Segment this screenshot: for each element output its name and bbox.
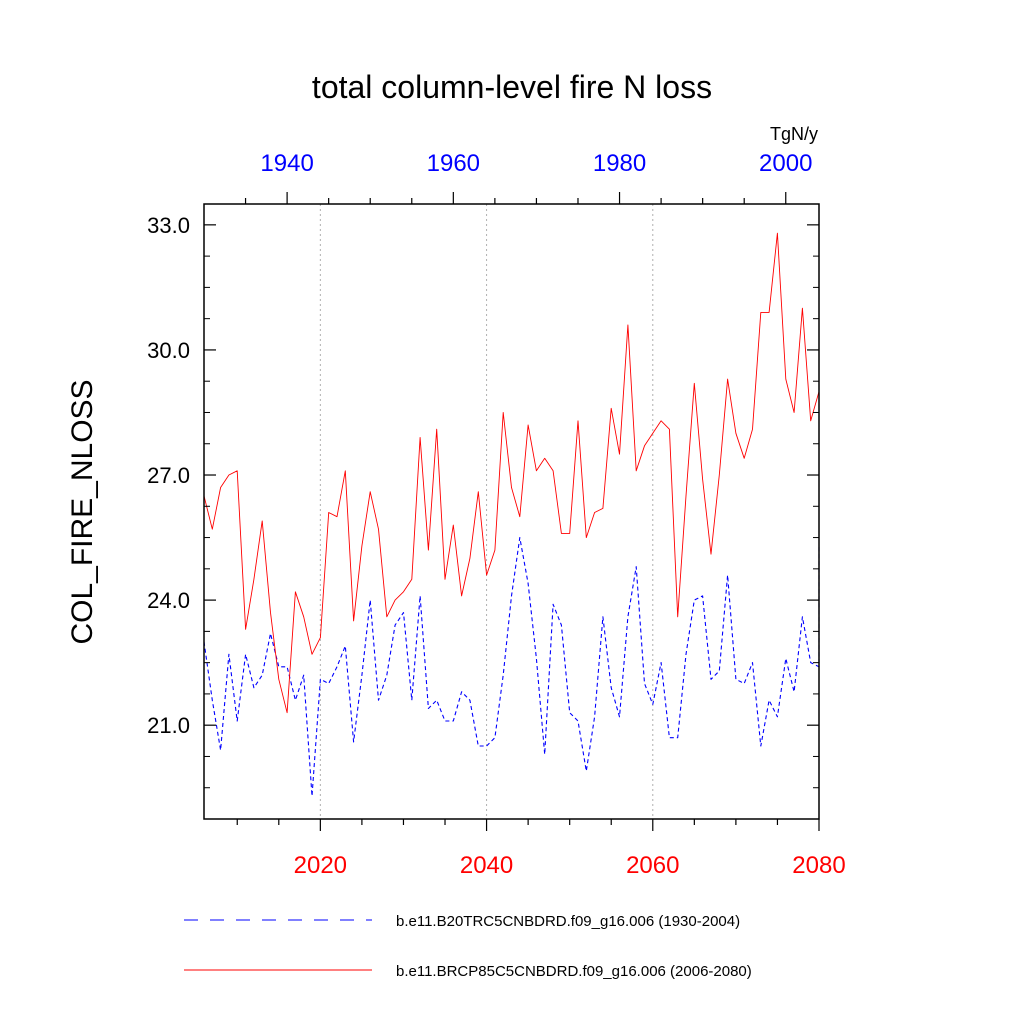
top-tick-label: 1980 <box>593 150 646 177</box>
chart-title: total column-level fire N loss <box>312 69 712 105</box>
top-tick-label: 1940 <box>260 150 313 177</box>
series-line-1 <box>203 537 820 797</box>
top-tick-label: 1960 <box>427 150 480 177</box>
grid-lines <box>319 204 654 819</box>
bottom-tick-label: 2060 <box>626 852 679 879</box>
bottom-tick-label: 2040 <box>460 852 513 879</box>
top-tick-label: 2000 <box>759 150 812 177</box>
bottom-tick-label: 2080 <box>792 852 845 879</box>
legend-label-2: b.e11.BRCP85C5CNBDRD.f09_g16.006 (2006-2… <box>396 963 752 980</box>
series-line-2 <box>203 232 820 714</box>
series-layer <box>203 232 820 797</box>
y-tick-label: 33.0 <box>147 213 190 238</box>
plot-frame <box>203 203 820 820</box>
bottom-tick-label: 2020 <box>294 852 347 879</box>
legend-label-1: b.e11.B20TRC5CNBDRD.f09_g16.006 (1930-20… <box>396 913 740 930</box>
axis-ticks: 21.0 24.0 27.0 30.0 33.0 1940 1960 1980 2000 2020… <box>147 150 846 879</box>
y-tick-label: 21.0 <box>147 713 190 738</box>
y-axis-label: COL_FIRE_NLOSS <box>66 379 99 644</box>
y-tick-label: 30.0 <box>147 338 190 363</box>
y-tick-label: 24.0 <box>147 588 190 613</box>
units-label: TgN/y <box>770 124 818 144</box>
legend: b.e11.B20TRC5CNBDRD.f09_g16.006 (1930-20… <box>184 913 752 980</box>
y-tick-label: 27.0 <box>147 463 190 488</box>
